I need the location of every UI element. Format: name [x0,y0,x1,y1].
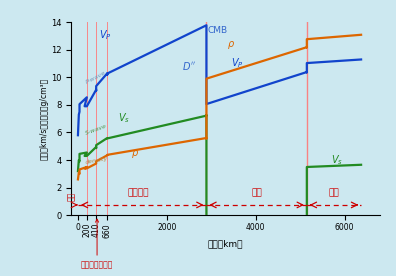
Text: マントル遷移層: マントル遷移層 [81,219,113,270]
Text: マントル: マントル [127,188,148,197]
Text: $V_s$: $V_s$ [331,153,343,167]
Text: $V_P$: $V_P$ [99,29,112,43]
Text: 内核: 内核 [329,188,339,197]
Text: CMB: CMB [208,26,228,35]
Text: density: density [85,156,108,165]
Text: $V_s$: $V_s$ [118,112,130,125]
X-axis label: 深さ（km）: 深さ（km） [208,239,244,248]
Text: 外核: 外核 [251,188,262,197]
Text: $D''$: $D''$ [183,60,196,72]
Y-axis label: 速度（km/s）、密度（g/cm³）: 速度（km/s）、密度（g/cm³） [39,78,48,160]
Text: $\rho$: $\rho$ [131,148,139,160]
Text: 地殻: 地殻 [67,192,76,201]
Text: P-wave: P-wave [85,70,107,85]
Text: $V_P$: $V_P$ [231,56,244,70]
Text: S-wave: S-wave [85,124,108,136]
Text: $\rho$: $\rho$ [227,39,235,51]
